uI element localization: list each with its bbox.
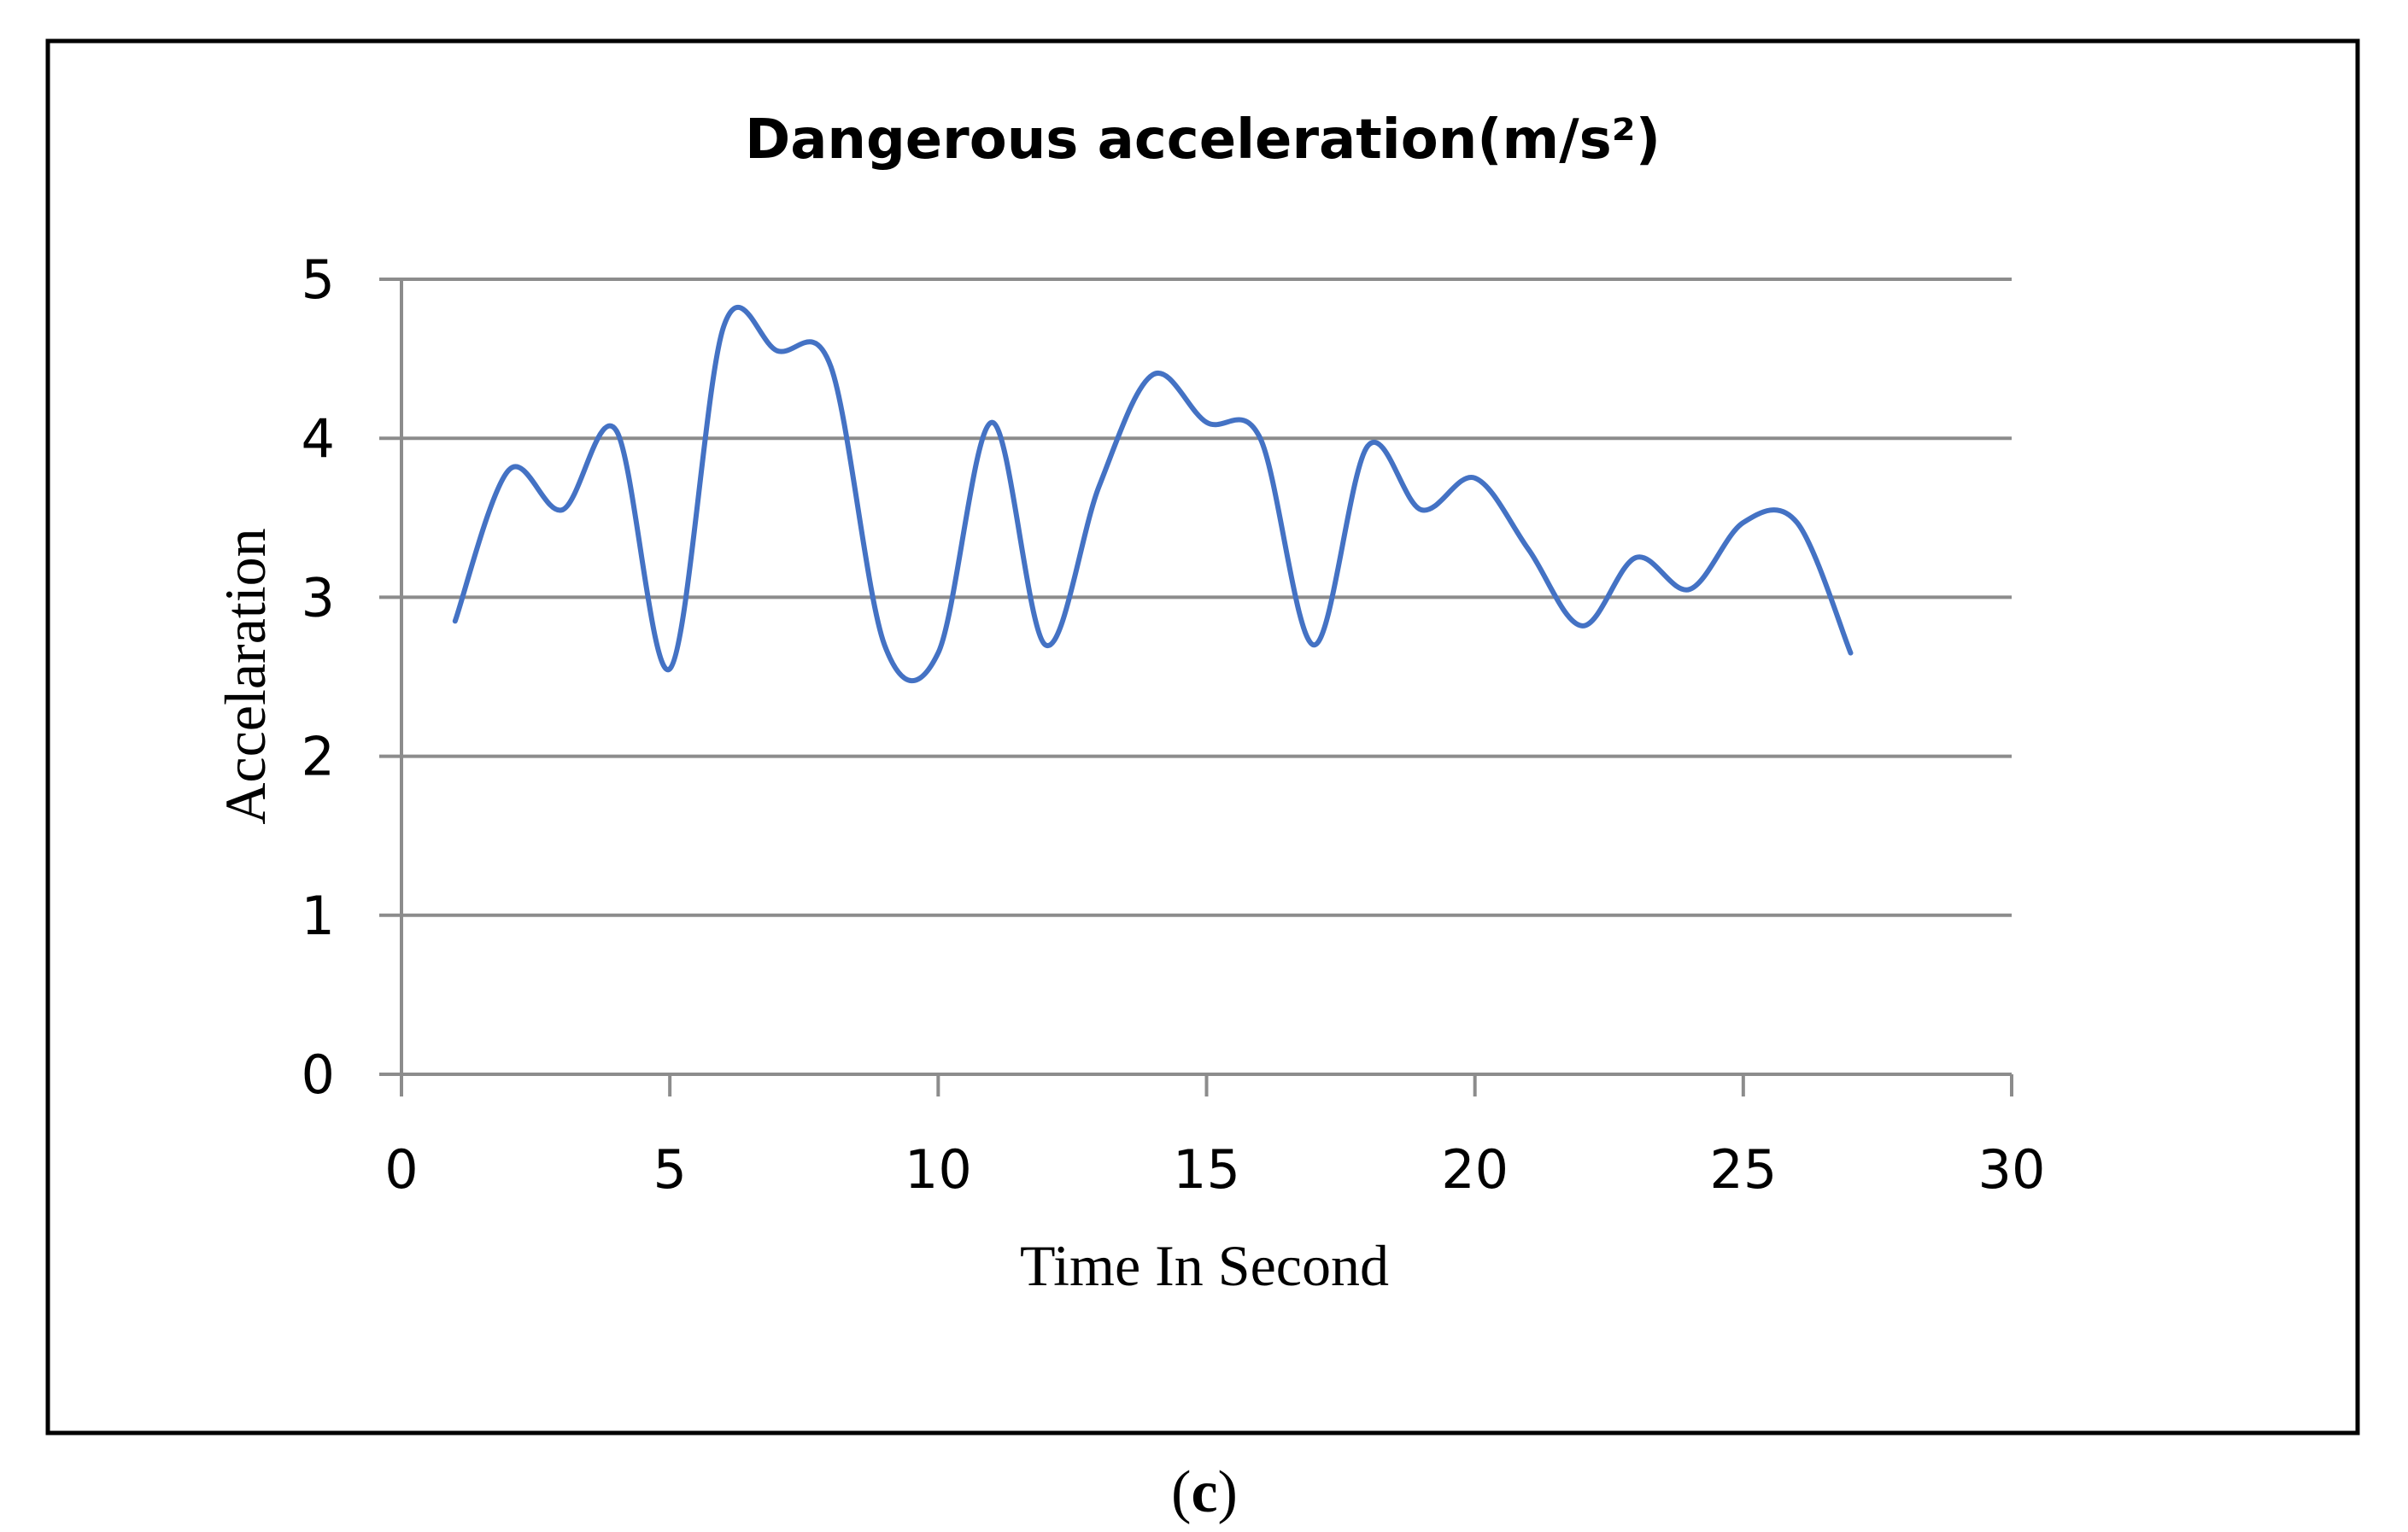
x-tick-label-20: 20 [1441,1138,1509,1201]
y-tick-label-1: 1 [302,885,335,947]
data-point-1 [452,617,459,624]
data-point-4 [612,427,619,434]
x-tick-label-30: 30 [1978,1138,2046,1201]
caption-letter: c [1191,1459,1217,1525]
data-point-15 [1204,419,1210,426]
x-tick-label-25: 25 [1709,1138,1777,1201]
caption-close: ) [1218,1459,1238,1525]
data-point-23 [1632,554,1639,561]
x-tick-label-10: 10 [905,1138,972,1201]
data-point-27 [1848,650,1854,657]
data-point-24 [1686,586,1693,593]
data-point-17 [1310,641,1317,648]
x-tick-label-0: 0 [384,1138,418,1201]
y-tick-label-0: 0 [302,1044,335,1106]
gridlines [401,278,2012,917]
data-point-12 [1042,641,1049,648]
data-point-20 [1472,475,1479,482]
x-axis-label: Time In Second [1020,1233,1389,1298]
series-line [452,304,1854,684]
data-point-13 [1096,482,1103,489]
chart-frame [45,38,2360,1436]
axes [379,278,2013,1096]
data-point-5 [666,665,673,672]
data-point-10 [934,650,941,657]
y-tick-label-3: 3 [302,566,335,629]
y-tick-labels: 0 1 2 3 4 5 [302,249,335,1106]
x-tick-labels: 0 5 10 15 20 25 30 [384,1138,2045,1201]
data-point-16 [1257,435,1263,441]
data-point-2 [506,466,513,473]
data-point-14 [1150,371,1157,378]
data-point-19 [1418,506,1425,513]
data-point-25 [1740,519,1747,526]
data-point-3 [560,506,566,513]
y-tick-label-4: 4 [302,407,335,470]
caption-open: ( [1171,1459,1191,1525]
data-point-9 [882,641,888,648]
data-point-21 [1526,547,1532,553]
x-tick-label-5: 5 [653,1138,686,1201]
x-tick-label-15: 15 [1173,1138,1240,1201]
data-point-8 [828,363,835,370]
y-tick-label-5: 5 [302,249,335,311]
data-point-26 [1794,519,1801,526]
data-point-11 [988,419,995,426]
y-axis-label: Accelaration [213,528,278,824]
chart-title: Dangerous acceleration(m/s²) [745,108,1661,172]
data-point-18 [1364,443,1371,450]
data-point-6 [720,324,727,330]
y-tick-label-2: 2 [302,726,335,788]
data-point-7 [774,348,781,354]
figure-caption: (c) [1171,1459,1238,1525]
data-point-22 [1579,623,1585,629]
